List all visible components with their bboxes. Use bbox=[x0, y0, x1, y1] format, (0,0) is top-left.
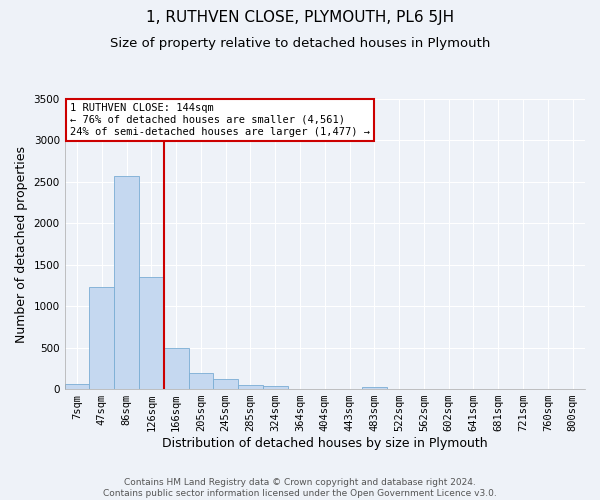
Text: Size of property relative to detached houses in Plymouth: Size of property relative to detached ho… bbox=[110, 38, 490, 51]
Bar bbox=[65, 384, 89, 389]
X-axis label: Distribution of detached houses by size in Plymouth: Distribution of detached houses by size … bbox=[162, 437, 488, 450]
Text: 1, RUTHVEN CLOSE, PLYMOUTH, PL6 5JH: 1, RUTHVEN CLOSE, PLYMOUTH, PL6 5JH bbox=[146, 10, 454, 25]
Bar bbox=[238, 385, 263, 389]
Bar bbox=[114, 176, 139, 389]
Text: 1 RUTHVEN CLOSE: 144sqm
← 76% of detached houses are smaller (4,561)
24% of semi: 1 RUTHVEN CLOSE: 144sqm ← 76% of detache… bbox=[70, 104, 370, 136]
Bar bbox=[139, 277, 164, 389]
Bar bbox=[214, 379, 238, 389]
Bar bbox=[263, 386, 287, 389]
Bar bbox=[188, 372, 214, 389]
Bar bbox=[89, 287, 114, 389]
Bar bbox=[362, 386, 387, 389]
Text: Contains HM Land Registry data © Crown copyright and database right 2024.
Contai: Contains HM Land Registry data © Crown c… bbox=[103, 478, 497, 498]
Bar bbox=[164, 348, 188, 389]
Y-axis label: Number of detached properties: Number of detached properties bbox=[15, 146, 28, 342]
